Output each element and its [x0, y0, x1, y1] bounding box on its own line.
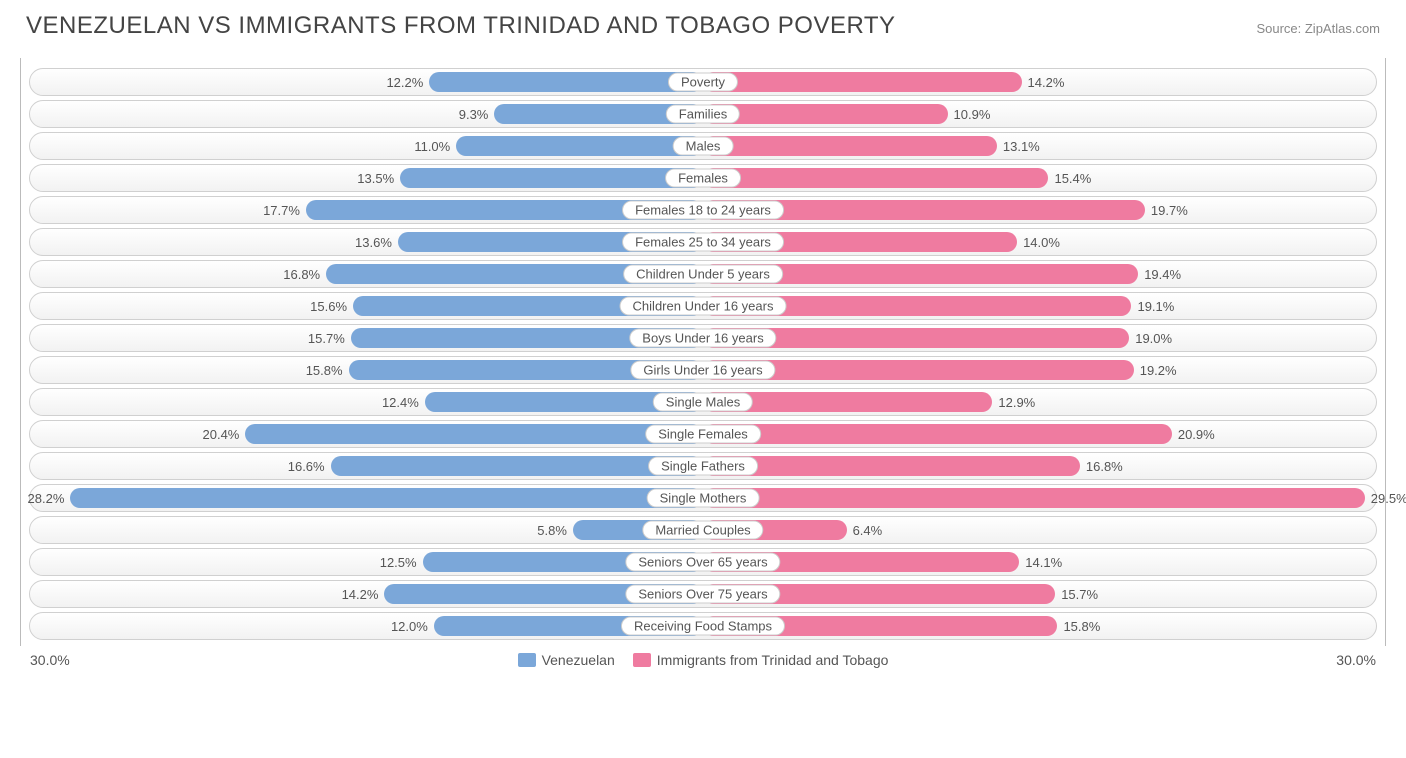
- bar-row: 14.2% 15.7% Seniors Over 75 years: [29, 580, 1377, 608]
- category-label: Females: [665, 169, 741, 188]
- value-right: 15.8%: [1057, 613, 1100, 639]
- value-right: 19.4%: [1138, 261, 1181, 287]
- legend-item-right: Immigrants from Trinidad and Tobago: [633, 652, 889, 668]
- value-right: 14.2%: [1022, 69, 1065, 95]
- category-label: Girls Under 16 years: [630, 361, 775, 380]
- value-left: 12.5%: [380, 549, 423, 575]
- value-left: 15.6%: [310, 293, 353, 319]
- bar-right: [703, 136, 997, 156]
- bar-row: 15.6% 19.1% Children Under 16 years: [29, 292, 1377, 320]
- value-left: 12.4%: [382, 389, 425, 415]
- value-left: 12.0%: [391, 613, 434, 639]
- category-label: Families: [666, 105, 740, 124]
- category-label: Seniors Over 75 years: [625, 585, 780, 604]
- bar-row: 12.2% 14.2% Poverty: [29, 68, 1377, 96]
- value-left: 9.3%: [459, 101, 495, 127]
- axis-left-max: 30.0%: [30, 652, 70, 668]
- legend-item-left: Venezuelan: [518, 652, 615, 668]
- bar-row: 12.4% 12.9% Single Males: [29, 388, 1377, 416]
- bar-row: 13.6% 14.0% Females 25 to 34 years: [29, 228, 1377, 256]
- category-label: Boys Under 16 years: [629, 329, 776, 348]
- value-right: 13.1%: [997, 133, 1040, 159]
- chart-title: VENEZUELAN VS IMMIGRANTS FROM TRINIDAD A…: [26, 12, 896, 40]
- category-label: Females 25 to 34 years: [622, 233, 784, 252]
- value-right: 19.2%: [1134, 357, 1177, 383]
- category-label: Seniors Over 65 years: [625, 553, 780, 572]
- value-right: 6.4%: [847, 517, 883, 543]
- category-label: Receiving Food Stamps: [621, 617, 785, 636]
- value-right: 12.9%: [992, 389, 1035, 415]
- legend-label-left: Venezuelan: [542, 652, 615, 668]
- bar-left: [245, 424, 703, 444]
- bar-right: [703, 72, 1022, 92]
- value-left: 17.7%: [263, 197, 306, 223]
- category-label: Single Females: [645, 425, 761, 444]
- bar-row: 16.8% 19.4% Children Under 5 years: [29, 260, 1377, 288]
- value-left: 11.0%: [414, 133, 456, 159]
- bar-right: [703, 424, 1172, 444]
- value-left: 14.2%: [342, 581, 385, 607]
- value-right: 14.0%: [1017, 229, 1060, 255]
- chart-source: Source: ZipAtlas.com: [1256, 21, 1380, 36]
- value-left: 13.5%: [357, 165, 400, 191]
- category-label: Married Couples: [642, 521, 763, 540]
- bar-row: 5.8% 6.4% Married Couples: [29, 516, 1377, 544]
- value-right: 19.7%: [1145, 197, 1188, 223]
- bar-row: 12.0% 15.8% Receiving Food Stamps: [29, 612, 1377, 640]
- diverging-bar-chart: 12.2%14.2%Poverty9.3%10.9%Families11.0%1…: [20, 58, 1386, 646]
- category-label: Single Fathers: [648, 457, 758, 476]
- legend-swatch-left: [518, 653, 536, 667]
- value-right: 16.8%: [1080, 453, 1123, 479]
- value-left: 13.6%: [355, 229, 398, 255]
- value-left: 20.4%: [203, 421, 246, 447]
- bar-right: [703, 488, 1365, 508]
- value-right: 29.5%: [1365, 485, 1406, 511]
- bar-row: 11.0% 13.1% Males: [29, 132, 1377, 160]
- value-left: 16.8%: [283, 261, 326, 287]
- bar-row: 20.4% 20.9% Single Females: [29, 420, 1377, 448]
- bar-left: [456, 136, 703, 156]
- bar-right: [703, 456, 1080, 476]
- bar-row: 13.5% 15.4% Females: [29, 164, 1377, 192]
- legend-label-right: Immigrants from Trinidad and Tobago: [657, 652, 889, 668]
- category-label: Females 18 to 24 years: [622, 201, 784, 220]
- category-label: Single Mothers: [647, 489, 760, 508]
- bar-row: 15.7% 19.0% Boys Under 16 years: [29, 324, 1377, 352]
- category-label: Males: [673, 137, 734, 156]
- bar-row: 28.2%29.5%Single Mothers: [29, 484, 1377, 512]
- category-label: Poverty: [668, 73, 738, 92]
- category-label: Children Under 5 years: [623, 265, 783, 284]
- value-right: 19.1%: [1131, 293, 1174, 319]
- bar-row: 15.8% 19.2% Girls Under 16 years: [29, 356, 1377, 384]
- value-left: 12.2%: [386, 69, 429, 95]
- legend-swatch-right: [633, 653, 651, 667]
- value-left: 16.6%: [288, 453, 331, 479]
- bar-left: [429, 72, 703, 92]
- value-right: 10.9%: [948, 101, 991, 127]
- bar-row: 16.6% 16.8% Single Fathers: [29, 452, 1377, 480]
- value-right: 20.9%: [1172, 421, 1215, 447]
- bar-row: 17.7% 19.7% Females 18 to 24 years: [29, 196, 1377, 224]
- bar-left: [70, 488, 703, 508]
- bar-right: [703, 168, 1048, 188]
- chart-header: VENEZUELAN VS IMMIGRANTS FROM TRINIDAD A…: [20, 12, 1386, 40]
- value-left: 28.2%: [28, 485, 71, 511]
- value-right: 15.4%: [1048, 165, 1091, 191]
- bar-row: 9.3% 10.9% Families: [29, 100, 1377, 128]
- value-right: 19.0%: [1129, 325, 1172, 351]
- value-right: 15.7%: [1055, 581, 1098, 607]
- bar-row: 12.5% 14.1% Seniors Over 65 years: [29, 548, 1377, 576]
- category-label: Single Males: [653, 393, 753, 412]
- value-left: 15.7%: [308, 325, 351, 351]
- axis-right-max: 30.0%: [1336, 652, 1376, 668]
- chart-footer: 30.0% Venezuelan Immigrants from Trinida…: [20, 646, 1386, 668]
- bar-left: [400, 168, 703, 188]
- legend: Venezuelan Immigrants from Trinidad and …: [518, 652, 889, 668]
- value-left: 15.8%: [306, 357, 349, 383]
- value-left: 5.8%: [537, 517, 573, 543]
- value-right: 14.1%: [1019, 549, 1062, 575]
- category-label: Children Under 16 years: [620, 297, 787, 316]
